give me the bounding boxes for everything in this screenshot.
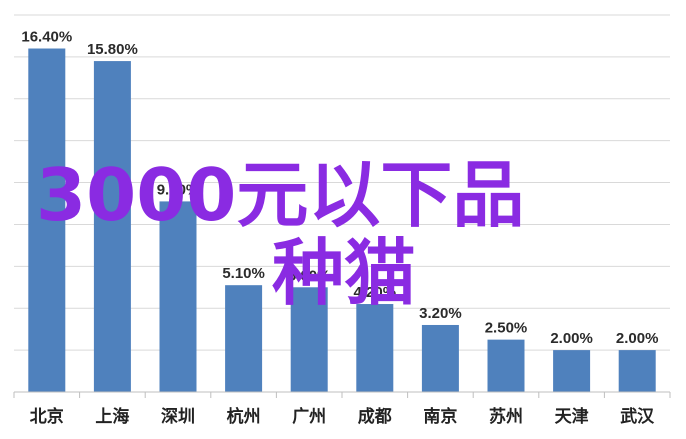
x-tick-label: 成都 [358,406,392,427]
bar-7 [487,339,525,392]
x-tick-label: 苏州 [489,406,523,427]
x-tick-label: 深圳 [161,406,195,427]
data-label: 3.20% [419,305,462,322]
bar-1 [93,61,131,392]
x-tick-label: 广州 [292,406,326,427]
bar-5 [356,304,394,392]
watermark-line-2: 种猫 [272,231,416,315]
bar-3 [225,285,263,392]
x-tick-label: 北京 [30,406,64,427]
bar-2 [159,201,197,392]
data-label: 9.10% [157,181,200,198]
x-tick-label: 南京 [423,406,457,427]
data-label: 4.20% [354,284,397,301]
x-axis-labels: 北京 上海 深圳 杭州 广州 成都 南京 苏州 天津 武汉 [30,406,655,427]
bars [28,48,656,393]
bar-8 [553,350,591,392]
data-label: 5.10% [222,265,265,282]
data-label: 2.50% [485,320,528,337]
data-label: 2.00% [616,330,659,347]
data-label: 5.00% [288,267,331,284]
bar-6 [421,324,459,392]
data-label: 16.40% [21,29,72,46]
x-axis-ticks [13,392,671,398]
bar-4 [290,287,328,392]
data-label: 2.00% [550,330,593,347]
x-tick-label: 上海 [95,406,129,427]
watermark-line-1: 3000元以下品 [36,153,524,237]
x-tick-label: 杭州 [227,406,261,427]
bar-9 [618,350,656,392]
data-labels: 16.40% 15.80% 9.10% 5.10% 5.00% 4.20% 3.20% 2.5… [21,29,658,348]
bar-0 [28,48,66,393]
x-tick-label: 武汉 [620,406,655,427]
x-tick-label: 天津 [555,406,589,427]
data-label: 15.80% [87,41,138,58]
